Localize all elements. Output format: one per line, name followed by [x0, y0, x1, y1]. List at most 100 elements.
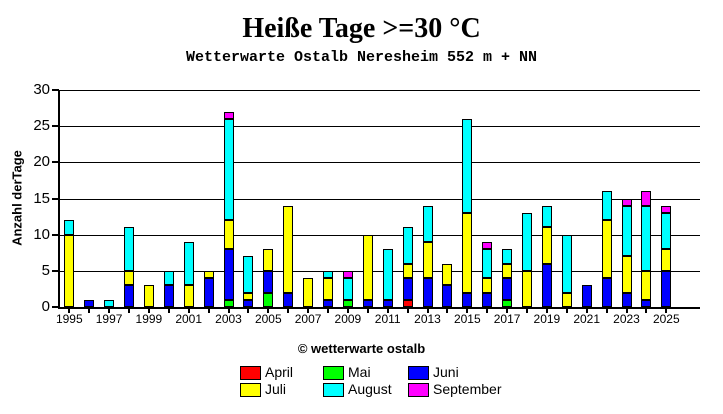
- y-tick-label-25: 25: [33, 117, 50, 134]
- bar-segment-2007-juli: [303, 278, 314, 307]
- x-tick-label-2011: 2011: [374, 312, 401, 326]
- bar-segment-2002-juni: [203, 278, 214, 307]
- x-tick-2023: [625, 309, 628, 313]
- x-tick-label-2023: 2023: [613, 312, 640, 326]
- x-tick-label-1999: 1999: [135, 312, 163, 326]
- bar-segment-2003-mai: [223, 299, 234, 307]
- bar-segment-2005-juni: [263, 270, 274, 293]
- bar-segment-2025-juni: [661, 270, 672, 307]
- x-tick-label-2015: 2015: [453, 312, 481, 326]
- x-tick-2011: [386, 309, 389, 313]
- x-tick-label-2009: 2009: [334, 312, 362, 326]
- x-tick-label-2005: 2005: [254, 312, 282, 326]
- legend-swatch-juli: [240, 383, 261, 397]
- legend-swatch-juni: [408, 366, 429, 380]
- bar-segment-1995-juli: [64, 234, 75, 307]
- bar-segment-2017-juli: [502, 263, 513, 279]
- bar-segment-2013-august: [422, 205, 433, 242]
- bar-segment-2025-august: [661, 212, 672, 250]
- legend-item-april: April: [240, 365, 350, 380]
- y-tick-30: [52, 89, 59, 91]
- bar-segment-2015-juni: [462, 292, 473, 307]
- legend-swatch-september: [408, 383, 429, 397]
- bar-segment-1998-juli: [124, 270, 134, 286]
- copyright-text: © wetterwarte ostalb: [297, 341, 426, 356]
- bar-segment-2008-august: [323, 270, 333, 279]
- bar-segment-2008-juni: [323, 299, 333, 307]
- x-tick-label-2019: 2019: [533, 312, 561, 326]
- bar-segment-2024-september: [641, 191, 652, 206]
- bar-segment-2013-juni: [422, 278, 433, 307]
- bar-segment-2004-juli: [243, 292, 254, 300]
- bar-segment-1995-august: [64, 220, 75, 235]
- x-tick-2005: [267, 309, 270, 313]
- x-tick-2007: [307, 309, 310, 313]
- bar-segment-1997-august: [104, 299, 115, 307]
- x-tick-label-2007: 2007: [294, 312, 322, 326]
- bar-segment-2009-september: [342, 270, 353, 279]
- bar-segment-1998-juni: [124, 285, 134, 307]
- legend-swatch-april: [240, 366, 261, 380]
- legend-label-september: September: [433, 381, 502, 397]
- gridline-20: [60, 162, 700, 163]
- x-tick-2013: [426, 309, 429, 313]
- gridline-15: [60, 199, 700, 200]
- bar-segment-2016-juli: [482, 278, 493, 293]
- bar-segment-2001-juli: [183, 285, 194, 307]
- y-tick-label-15: 15: [33, 190, 50, 207]
- bar-segment-2008-juli: [323, 278, 333, 300]
- legend-item-august: August: [323, 381, 433, 397]
- bar-segment-2024-juni: [641, 299, 652, 307]
- gridline-30: [60, 90, 700, 91]
- bar-segment-1999-juli: [143, 285, 154, 307]
- x-tick-2018: [526, 309, 528, 313]
- x-tick-1999: [147, 309, 150, 313]
- x-tick-2012: [406, 309, 409, 313]
- bar-segment-2003-juni: [223, 249, 234, 300]
- legend-swatch-mai: [323, 366, 344, 380]
- y-tick-label-0: 0: [41, 298, 50, 315]
- bar-segment-2016-august: [482, 249, 493, 279]
- bar-segment-2022-juli: [601, 220, 612, 279]
- x-tick-label-1995: 1995: [55, 312, 83, 326]
- legend-label-august: August: [348, 381, 392, 397]
- bar-segment-2022-august: [601, 191, 612, 221]
- bar-segment-2011-august: [382, 249, 393, 300]
- x-tick-1996: [88, 309, 91, 313]
- bar-segment-2004-juni: [243, 299, 254, 307]
- x-tick-2025: [665, 309, 668, 313]
- bar-segment-2003-august: [223, 118, 234, 221]
- x-tick-2015: [466, 309, 469, 313]
- bar-segment-2012-april: [402, 299, 413, 307]
- bar-segment-2006-juni: [283, 292, 294, 307]
- y-tick-label-10: 10: [33, 226, 50, 243]
- legend-label-juni: Juni: [433, 364, 459, 380]
- y-tick-0: [52, 306, 59, 308]
- y-tick-label-5: 5: [41, 262, 50, 279]
- bar-segment-2015-august: [462, 119, 473, 213]
- legend-item-juni: Juni: [408, 364, 518, 380]
- x-tick-1997: [108, 309, 111, 313]
- x-tick-2017: [506, 309, 509, 313]
- x-tick-2019: [545, 309, 548, 313]
- bar-segment-2024-august: [641, 205, 652, 271]
- x-tick-2006: [287, 309, 290, 313]
- bar-segment-2009-august: [342, 278, 353, 300]
- legend-item-mai: Mai: [323, 364, 433, 380]
- bar-segment-2011-juni: [382, 299, 393, 307]
- legend-label-mai: Mai: [348, 364, 371, 380]
- x-tick-2014: [446, 309, 449, 313]
- x-tick-2010: [366, 309, 369, 313]
- bar-segment-2023-september: [621, 198, 632, 206]
- bar-segment-2016-september: [482, 241, 493, 250]
- bar-segment-2020-juli: [561, 292, 572, 307]
- bar-segment-1998-august: [124, 227, 134, 271]
- bar-segment-2009-mai: [342, 299, 353, 307]
- x-tick-label-2021: 2021: [573, 312, 601, 326]
- bar-segment-2014-juli: [442, 263, 453, 286]
- bar-segment-1996-juni: [84, 299, 95, 307]
- bar-segment-2025-juli: [661, 249, 672, 271]
- bar-segment-2025-september: [661, 205, 672, 213]
- gridline-5: [60, 271, 700, 272]
